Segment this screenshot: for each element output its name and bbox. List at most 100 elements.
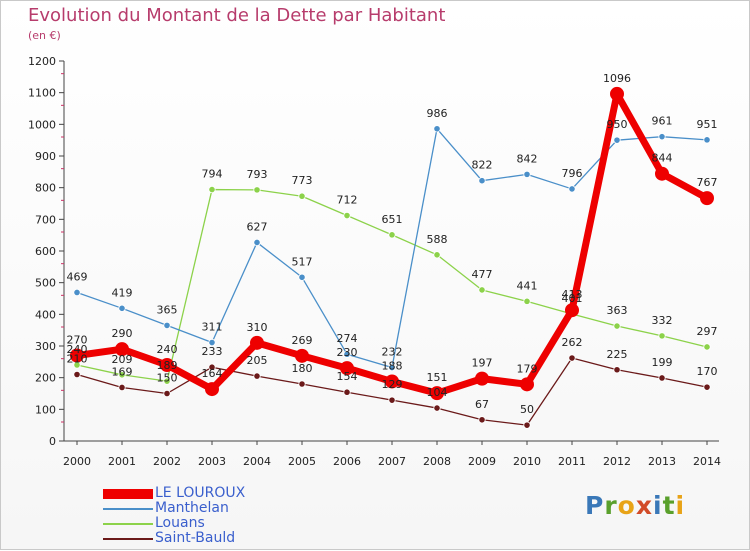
data-point-le-louroux [565,303,579,318]
chart-subtitle: (en €) [28,29,61,42]
x-tick-label: 2013 [648,455,676,468]
y-tick-label: 600 [35,245,56,258]
logo-letter: x [635,491,653,520]
x-tick-label: 2011 [558,455,586,468]
data-point-saint-bauld [253,372,261,380]
legend-label-louans: Louans [155,515,205,531]
data-point-saint-bauld [343,388,351,396]
data-point-le-louroux [610,86,624,101]
data-label-manthelan: 986 [427,107,448,120]
data-point-saint-bauld [703,383,711,391]
data-point-le-louroux [295,348,309,363]
data-label-manthelan: 419 [112,286,133,299]
data-label-manthelan: 951 [697,118,718,131]
data-label-le-louroux: 188 [382,359,403,372]
series-lines [70,86,714,429]
data-point-louans [253,186,261,194]
data-point-manthelan [208,338,216,347]
legend-label-le-louroux: LE LOUROUX [155,485,246,501]
x-tick-label: 2012 [603,455,631,468]
data-point-saint-bauld [433,404,441,412]
data-label-le-louroux: 290 [112,327,133,340]
data-point-saint-bauld [208,363,216,371]
y-tick-label: 300 [35,340,56,353]
data-point-manthelan [298,273,306,281]
data-label-saint-bauld: 180 [292,362,313,375]
axes: 0 100 200 300 400 500 600 700 800 900 1000 1100 1200… [28,55,721,468]
data-point-louans [433,251,441,259]
data-label-le-louroux: 270 [67,334,88,347]
data-point-manthelan [478,177,486,185]
data-point-le-louroux [700,191,714,206]
data-label-manthelan: 961 [652,115,673,128]
data-label-manthelan: 274 [337,332,358,345]
data-label-saint-bauld: 104 [427,386,448,399]
data-point-manthelan [73,288,81,297]
data-point-louans [478,286,486,294]
data-label-manthelan: 627 [247,220,268,233]
data-point-louans [298,192,306,200]
data-point-saint-bauld [298,380,306,388]
data-label-louans: 794 [202,168,223,181]
data-label-le-louroux: 310 [247,321,268,334]
data-label-louans: 477 [472,268,493,281]
data-point-saint-bauld [613,366,621,374]
data-label-manthelan: 469 [67,270,88,283]
data-label-manthelan: 517 [292,255,313,268]
data-label-le-louroux: 230 [337,346,358,359]
data-label-le-louroux: 164 [202,367,223,380]
data-label-le-louroux: 413 [562,288,583,301]
x-tick-label: 2014 [693,455,721,468]
data-label-le-louroux: 197 [472,357,493,370]
data-point-saint-bauld [118,383,126,392]
data-label-louans: 209 [112,353,133,366]
data-label-saint-bauld: 225 [607,348,628,361]
data-label-manthelan: 232 [382,346,403,359]
legend-swatch-louans [103,523,153,525]
y-tick-label: 1000 [28,118,56,131]
data-label-saint-bauld: 205 [247,354,268,367]
data-label-le-louroux: 269 [292,334,313,347]
legend-swatch-le-louroux [103,489,153,499]
logo-letter: P [585,491,605,520]
logo-letter: o [617,491,636,520]
series-line-manthelan [76,128,708,369]
data-label-louans: 363 [607,304,628,317]
data-label-saint-bauld: 262 [562,336,583,349]
data-label-manthelan: 822 [472,159,493,172]
data-point-le-louroux [430,386,444,401]
x-tick-label: 2006 [333,455,361,468]
data-point-le-louroux [520,377,534,392]
logo-letter: t [662,491,676,520]
x-tick-label: 2002 [153,455,181,468]
data-label-saint-bauld: 150 [157,372,178,385]
data-point-manthelan [613,136,621,144]
legend-swatch-saint-bauld [103,538,153,540]
data-label-saint-bauld: 199 [652,356,673,369]
data-label-louans: 189 [157,359,178,372]
data-point-le-louroux [115,342,129,357]
data-point-louans [658,332,666,340]
data-point-le-louroux [160,358,174,372]
data-label-saint-bauld: 67 [475,398,489,411]
data-label-louans: 441 [517,279,538,292]
data-point-le-louroux [70,348,84,363]
data-label-saint-bauld: 154 [337,370,358,383]
logo-letter: r [604,491,618,520]
data-label-manthelan: 950 [607,118,628,131]
data-point-manthelan [568,185,576,193]
proxiti-logo: Proxiti [585,491,685,520]
data-point-le-louroux [340,361,354,376]
data-point-louans [118,371,126,379]
x-tick-label: 2003 [198,455,226,468]
data-label-louans: 332 [652,314,673,327]
data-point-saint-bauld [73,370,81,379]
y-tick-label: 1100 [28,87,56,100]
chart-title: Evolution du Montant de la Dette par Hab… [28,5,446,26]
data-label-manthelan: 311 [202,321,223,334]
data-label-le-louroux: 1096 [603,72,631,85]
data-label-le-louroux: 179 [517,362,538,375]
logo-letter: i [675,491,686,520]
data-point-saint-bauld [658,374,666,382]
